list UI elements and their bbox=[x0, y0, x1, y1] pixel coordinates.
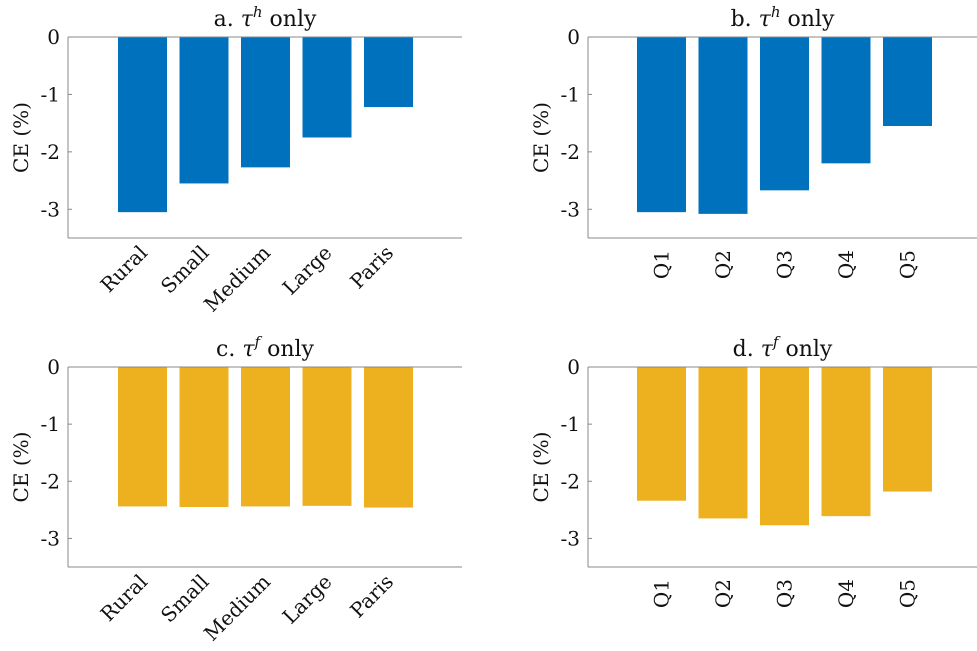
bar-q2 bbox=[698, 367, 748, 519]
y-tick-label: -2 bbox=[41, 140, 60, 164]
bar-paris bbox=[364, 367, 413, 508]
y-tick-label: -2 bbox=[41, 469, 60, 493]
title-symbol: τ bbox=[241, 7, 254, 32]
chart-panel-1: 0 -1 -2 -3 CE (%) Q1 Q2 Q3 Q4 Q5 b. τh only bbox=[529, 3, 977, 279]
x-tick-label: Large bbox=[278, 241, 337, 300]
x-tick-label: Rural bbox=[96, 241, 152, 297]
bar-rural bbox=[118, 37, 167, 213]
title-suffix: only bbox=[260, 337, 314, 362]
title-superscript: f bbox=[254, 333, 263, 351]
x-tick-label: Q5 bbox=[896, 579, 920, 608]
y-tick-label: -1 bbox=[41, 412, 60, 436]
x-tick-label: Large bbox=[278, 570, 337, 629]
x-tick-label: Q5 bbox=[896, 250, 920, 279]
title-prefix: c. bbox=[216, 337, 242, 362]
title-symbol: τ bbox=[242, 337, 255, 362]
y-tick-label: 0 bbox=[567, 25, 580, 49]
x-tick-label: Q2 bbox=[711, 579, 735, 608]
bar-q3 bbox=[760, 367, 809, 526]
panel-title: b. τh only bbox=[731, 3, 835, 32]
title-symbol: τ bbox=[759, 7, 772, 32]
bar-q3 bbox=[760, 37, 809, 191]
x-tick-label: Medium bbox=[199, 570, 275, 646]
title-symbol: τ bbox=[761, 337, 774, 362]
bar-paris bbox=[364, 37, 413, 108]
bar-q4 bbox=[821, 37, 871, 164]
title-prefix: a. bbox=[214, 7, 241, 32]
title-prefix: b. bbox=[731, 7, 759, 32]
y-tick-label: 0 bbox=[47, 25, 60, 49]
bar-q1 bbox=[637, 37, 686, 213]
y-tick-label: 0 bbox=[47, 355, 60, 379]
x-tick-label: Q4 bbox=[834, 250, 858, 279]
bar-q2 bbox=[698, 37, 748, 214]
bar-q4 bbox=[821, 367, 871, 517]
title-superscript: f bbox=[772, 333, 781, 351]
title-superscript: h bbox=[771, 3, 781, 21]
x-tick-label: Q3 bbox=[773, 579, 797, 608]
y-axis-label: CE (%) bbox=[529, 432, 553, 503]
panel-title: d. τf only bbox=[733, 333, 833, 362]
y-axis-label: CE (%) bbox=[9, 432, 33, 503]
chart-panel-3: 0 -1 -2 -3 CE (%) Q1 Q2 Q3 Q4 Q5 d. τf only bbox=[529, 333, 977, 608]
bar-q5 bbox=[883, 37, 932, 127]
bar-rural bbox=[118, 367, 167, 507]
bar-medium bbox=[241, 37, 290, 168]
y-tick-label: -2 bbox=[561, 469, 580, 493]
bar-small bbox=[179, 367, 229, 507]
y-tick-label: -1 bbox=[561, 82, 580, 106]
panel-title: c. τf only bbox=[216, 333, 314, 362]
y-tick-label: -3 bbox=[41, 526, 60, 550]
x-tick-label: Medium bbox=[199, 241, 275, 317]
x-tick-label: Q1 bbox=[650, 250, 674, 279]
bar-medium bbox=[241, 367, 290, 507]
y-tick-label: 0 bbox=[567, 355, 580, 379]
x-tick-label: Q1 bbox=[650, 579, 674, 608]
y-tick-label: -3 bbox=[561, 197, 580, 221]
title-prefix: d. bbox=[733, 337, 761, 362]
bar-q1 bbox=[637, 367, 686, 501]
x-tick-label: Q3 bbox=[773, 250, 797, 279]
x-tick-label: Rural bbox=[96, 570, 152, 626]
bar-large bbox=[302, 37, 352, 138]
bar-q5 bbox=[883, 367, 932, 492]
title-suffix: only bbox=[781, 7, 835, 32]
title-suffix: only bbox=[263, 7, 317, 32]
y-tick-label: -3 bbox=[561, 526, 580, 550]
x-tick-label: Q4 bbox=[834, 579, 858, 608]
y-tick-label: -2 bbox=[561, 140, 580, 164]
y-tick-label: -3 bbox=[41, 197, 60, 221]
x-tick-label: Paris bbox=[345, 241, 398, 294]
panel-title: a. τh only bbox=[214, 3, 317, 32]
title-suffix: only bbox=[778, 337, 832, 362]
y-tick-label: -1 bbox=[561, 412, 580, 436]
y-axis-label: CE (%) bbox=[529, 102, 553, 173]
y-axis-label: CE (%) bbox=[9, 102, 33, 173]
y-tick-label: -1 bbox=[41, 82, 60, 106]
x-tick-label: Small bbox=[156, 570, 214, 628]
x-tick-label: Paris bbox=[345, 570, 398, 623]
bar-large bbox=[302, 367, 352, 506]
title-superscript: h bbox=[253, 3, 263, 21]
x-tick-label: Small bbox=[156, 241, 214, 299]
bar-small bbox=[179, 37, 229, 184]
x-tick-label: Q2 bbox=[711, 250, 735, 279]
